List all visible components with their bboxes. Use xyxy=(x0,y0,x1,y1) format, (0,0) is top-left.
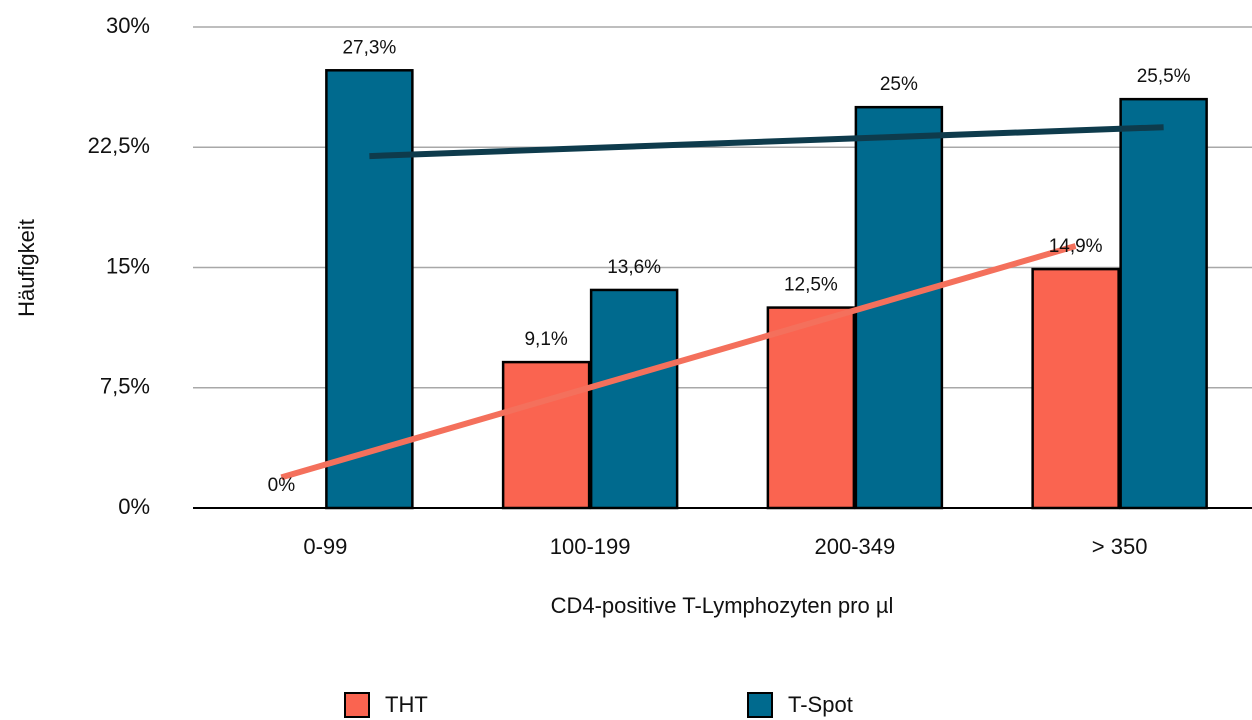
value-label: 25,5% xyxy=(1137,66,1191,87)
trend-line xyxy=(280,243,1077,481)
value-label: 12,5% xyxy=(784,275,838,296)
bar xyxy=(325,69,414,510)
legend-label: THT xyxy=(385,692,428,717)
x-tick-label: 100-199 xyxy=(550,534,631,559)
y-axis-title: Häufigkeit xyxy=(14,219,39,317)
bar xyxy=(501,360,591,510)
x-tick-label: > 350 xyxy=(1092,534,1148,559)
bar xyxy=(589,288,679,510)
value-label: 0% xyxy=(268,475,296,496)
legend-swatch xyxy=(747,692,773,718)
trend-line xyxy=(369,124,1164,160)
x-axis-title: CD4-positive T-Lymphozyten pro µl xyxy=(551,593,894,618)
y-tick-label: 0% xyxy=(118,494,150,519)
value-label: 9,1% xyxy=(524,329,567,350)
bar xyxy=(1031,267,1120,510)
value-label: 14,9% xyxy=(1049,236,1103,257)
legend-swatch xyxy=(344,692,370,718)
value-label: 27,3% xyxy=(342,37,396,58)
y-tick-label: 30% xyxy=(106,13,150,38)
y-tick-label: 22,5% xyxy=(88,133,150,158)
y-tick-label: 15% xyxy=(106,253,150,278)
x-tick-label: 200-349 xyxy=(815,534,896,559)
legend-label: T-Spot xyxy=(788,692,853,717)
y-tick-label: 7,5% xyxy=(100,374,150,399)
value-label: 25% xyxy=(880,74,918,95)
value-label: 13,6% xyxy=(607,257,661,278)
x-tick-label: 0-99 xyxy=(303,534,347,559)
bar xyxy=(1119,97,1208,510)
bar xyxy=(766,306,856,510)
